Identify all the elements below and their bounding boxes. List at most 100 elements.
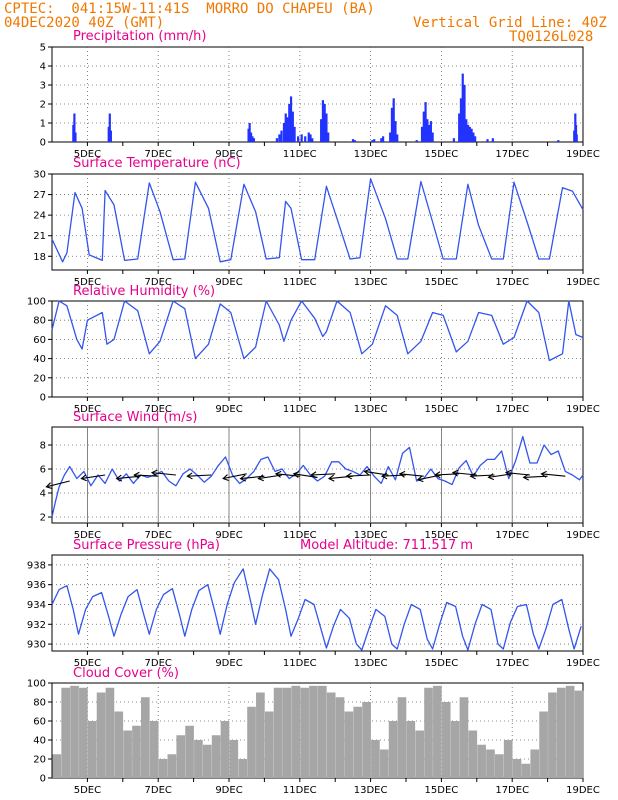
humidity-date-label: 15DEC <box>425 404 459 415</box>
wind-arrow-head <box>133 471 140 479</box>
temperature-ytick-label: 27 <box>33 190 46 201</box>
wind-arrow-head <box>150 469 158 477</box>
precip-date-label: 15DEC <box>425 149 459 160</box>
wind-ytick-label: 8 <box>40 441 46 452</box>
precip-bar <box>371 140 374 142</box>
wind-arrow <box>81 474 106 480</box>
precip-panel-frame <box>51 46 584 143</box>
cloud-cover-bar <box>238 759 247 778</box>
cloud-cover-bar <box>424 687 433 778</box>
wind-arrow-head <box>274 470 282 478</box>
precip-bar <box>472 132 475 142</box>
wind-arrow <box>505 472 530 476</box>
precip-bar <box>392 98 395 142</box>
cloud-title: Cloud Cover (%) <box>73 666 179 681</box>
precip-bar <box>468 126 471 142</box>
cloud-cover-bar <box>96 692 106 778</box>
temperature-series-line <box>51 178 584 263</box>
humidity-title: Relative Humidity (%) <box>73 284 215 299</box>
cloud-cover-bar <box>548 692 557 778</box>
cloud-cover-bar <box>167 754 177 778</box>
pressure-date-label: 7DEC <box>145 658 172 669</box>
cloud-cover-bar <box>371 740 380 778</box>
wind-date-label: 15DEC <box>425 530 459 541</box>
wind-arrow <box>311 473 336 476</box>
cloud-cover-bar <box>309 685 318 778</box>
cloud-cover-bar <box>388 721 398 778</box>
temperature-ytick-label: 24 <box>33 211 46 222</box>
cloud-cover-bar <box>158 759 168 778</box>
cloud-cover-bar <box>87 721 97 778</box>
cloud-cover-bar <box>397 697 407 778</box>
humidity-ytick-label: 20 <box>33 373 46 384</box>
wind-arrow <box>223 473 247 480</box>
header-date: 04DEC2020 40Z (GMT) <box>4 15 165 31</box>
cloud-cover-bar <box>512 759 522 778</box>
precip-ytick-label: 3 <box>40 81 46 92</box>
precip-date-label: 11DEC <box>283 149 317 160</box>
precip-bar <box>282 123 286 142</box>
pressure-ytick-label: 932 <box>27 620 46 631</box>
precip-bar <box>320 119 323 142</box>
wind-arrow <box>523 475 548 478</box>
humidity-date-label: 5DEC <box>74 404 101 415</box>
wind-ytick-label: 6 <box>40 465 46 476</box>
wind-arrow-head <box>398 470 406 478</box>
cloud-cover-bar <box>123 730 132 778</box>
wind-date-label: 9DEC <box>215 530 242 541</box>
cloud-cover-bar <box>202 744 212 778</box>
precip-bar <box>415 140 418 142</box>
temperature-date-label: 15DEC <box>425 277 459 288</box>
cloud-date-label: 17DEC <box>495 785 529 796</box>
cloud-cover-bar <box>433 685 442 778</box>
precip-bar <box>325 113 328 142</box>
precip-bar <box>396 134 399 142</box>
wind-arrow-head <box>504 469 512 477</box>
precip-bar <box>309 134 312 142</box>
precip-bar <box>286 117 289 142</box>
cloud-cover-bar <box>132 725 141 778</box>
wind-arrow <box>151 472 176 476</box>
temperature-date-label: 9DEC <box>215 277 242 288</box>
humidity-date-label: 17DEC <box>495 404 529 415</box>
precip-ytick-label: 2 <box>40 100 46 111</box>
precip-bar <box>311 138 314 142</box>
pressure-date-label: 17DEC <box>495 658 529 669</box>
cloud-cover-bar <box>229 740 239 778</box>
cloud-cover-bar <box>486 749 495 778</box>
precip-date-label: 13DEC <box>354 149 388 160</box>
header-run-code: TQ0126L028 <box>509 29 594 45</box>
precip-bar <box>394 121 397 142</box>
precip-bar <box>291 111 294 142</box>
humidity-ytick-label: 80 <box>33 316 46 327</box>
temperature-ytick-label: 30 <box>33 170 46 181</box>
wind-arrow-head <box>487 473 495 481</box>
precip-bar <box>304 136 307 142</box>
precip-bar <box>486 139 489 142</box>
temperature-date-label: 17DEC <box>495 277 529 288</box>
cloud-cover-bar <box>247 706 256 778</box>
wind-arrow-head <box>469 472 476 480</box>
precip-bar <box>557 140 560 142</box>
wind-arrow-head <box>327 474 335 482</box>
cloud-cover-bar <box>273 687 283 778</box>
cloud-cover-bar <box>114 711 124 778</box>
precip-bar <box>248 123 251 142</box>
model-altitude-label: Model Altitude: 711.517 m <box>300 538 473 553</box>
cloud-cover-bar <box>176 735 186 778</box>
cloud-cover-bar <box>468 730 478 778</box>
wind-ytick-label: 2 <box>40 513 46 524</box>
temperature-title: Surface Temperature (nC) <box>73 156 241 171</box>
precip-bar <box>431 132 434 142</box>
wind-arrow-head <box>451 469 459 477</box>
pressure-ytick-label: 934 <box>27 600 46 611</box>
cloud-date-label: 11DEC <box>283 785 317 796</box>
humidity-ytick-label: 60 <box>33 335 46 346</box>
temperature-panel-frame <box>51 173 584 271</box>
wind-ytick-label: 4 <box>40 489 46 500</box>
precip-bar <box>73 113 76 142</box>
wind-arrow-head <box>310 471 317 479</box>
precip-bar <box>109 130 112 142</box>
cloud-cover-bar <box>362 702 371 778</box>
precip-bar <box>458 113 461 142</box>
